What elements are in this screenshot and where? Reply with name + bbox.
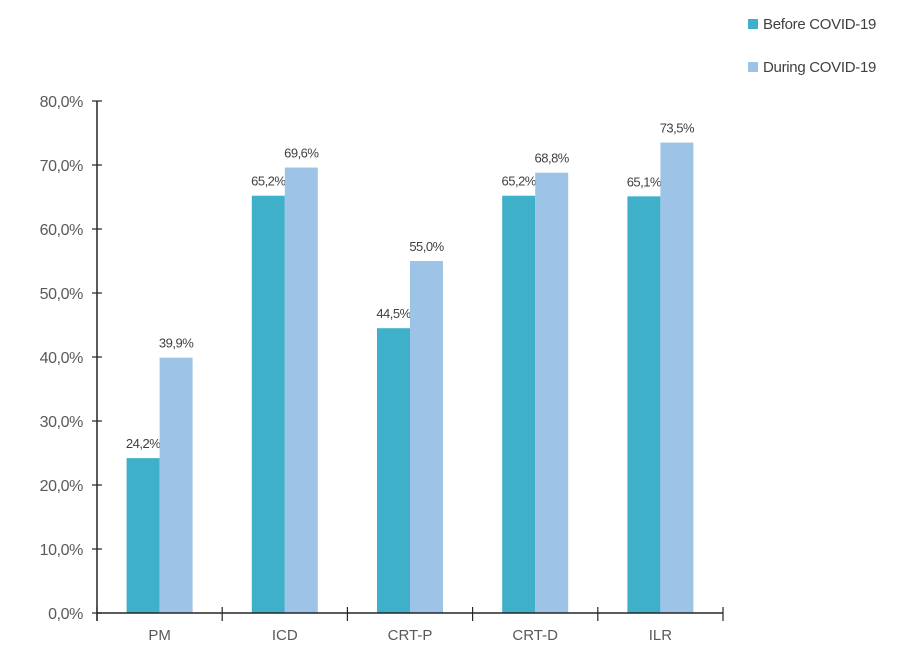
bar-before-crt-p bbox=[377, 328, 410, 613]
x-tick-label: ICD bbox=[272, 627, 298, 644]
legend-item-before: Before COVID-19 bbox=[748, 14, 876, 34]
data-label: 65,2% bbox=[502, 174, 537, 189]
legend-swatch-during bbox=[748, 62, 758, 72]
data-label: 68,8% bbox=[535, 151, 570, 166]
bar-during-icd bbox=[284, 167, 318, 613]
legend-item-during: During COVID-19 bbox=[748, 57, 876, 77]
y-tick-label: 50,0% bbox=[40, 286, 84, 303]
y-tick-label: 0,0% bbox=[48, 606, 83, 623]
y-tick-label: 10,0% bbox=[40, 542, 84, 559]
data-label: 55,0% bbox=[409, 239, 444, 254]
y-tick-label: 40,0% bbox=[40, 350, 84, 367]
y-tick-label: 30,0% bbox=[40, 414, 84, 431]
x-tick-label: PM bbox=[148, 627, 171, 644]
bar-during-crt-p bbox=[410, 261, 443, 613]
bar-during-pm bbox=[159, 357, 193, 613]
x-tick-label: ILR bbox=[649, 627, 673, 644]
y-tick-label: 70,0% bbox=[40, 158, 84, 175]
chart-legend: Before COVID-19 During COVID-19 bbox=[748, 14, 876, 100]
bar-during-crt-d bbox=[535, 172, 569, 613]
legend-swatch-before bbox=[748, 19, 758, 29]
data-label: 24,2% bbox=[126, 436, 161, 451]
bar-before-pm bbox=[126, 458, 160, 613]
data-label: 65,1% bbox=[627, 174, 662, 189]
bar-before-ilr bbox=[627, 196, 661, 614]
bar-before-crt-d bbox=[502, 195, 536, 613]
data-label: 44,5% bbox=[376, 306, 411, 321]
legend-label-during: During COVID-19 bbox=[763, 58, 877, 76]
y-tick-label: 60,0% bbox=[40, 222, 84, 239]
x-tick-label: CRT-P bbox=[388, 627, 433, 644]
data-label: 73,5% bbox=[660, 121, 695, 136]
data-label: 39,9% bbox=[159, 336, 194, 351]
y-tick-label: 20,0% bbox=[40, 478, 84, 495]
data-label: 69,6% bbox=[284, 146, 319, 161]
x-tick-label: CRT-D bbox=[512, 627, 558, 644]
bar-during-ilr bbox=[660, 142, 694, 613]
y-tick-label: 80,0% bbox=[40, 94, 84, 111]
data-label: 65,2% bbox=[251, 174, 286, 189]
legend-label-before: Before COVID-19 bbox=[763, 15, 877, 33]
bar-before-icd bbox=[251, 195, 285, 613]
